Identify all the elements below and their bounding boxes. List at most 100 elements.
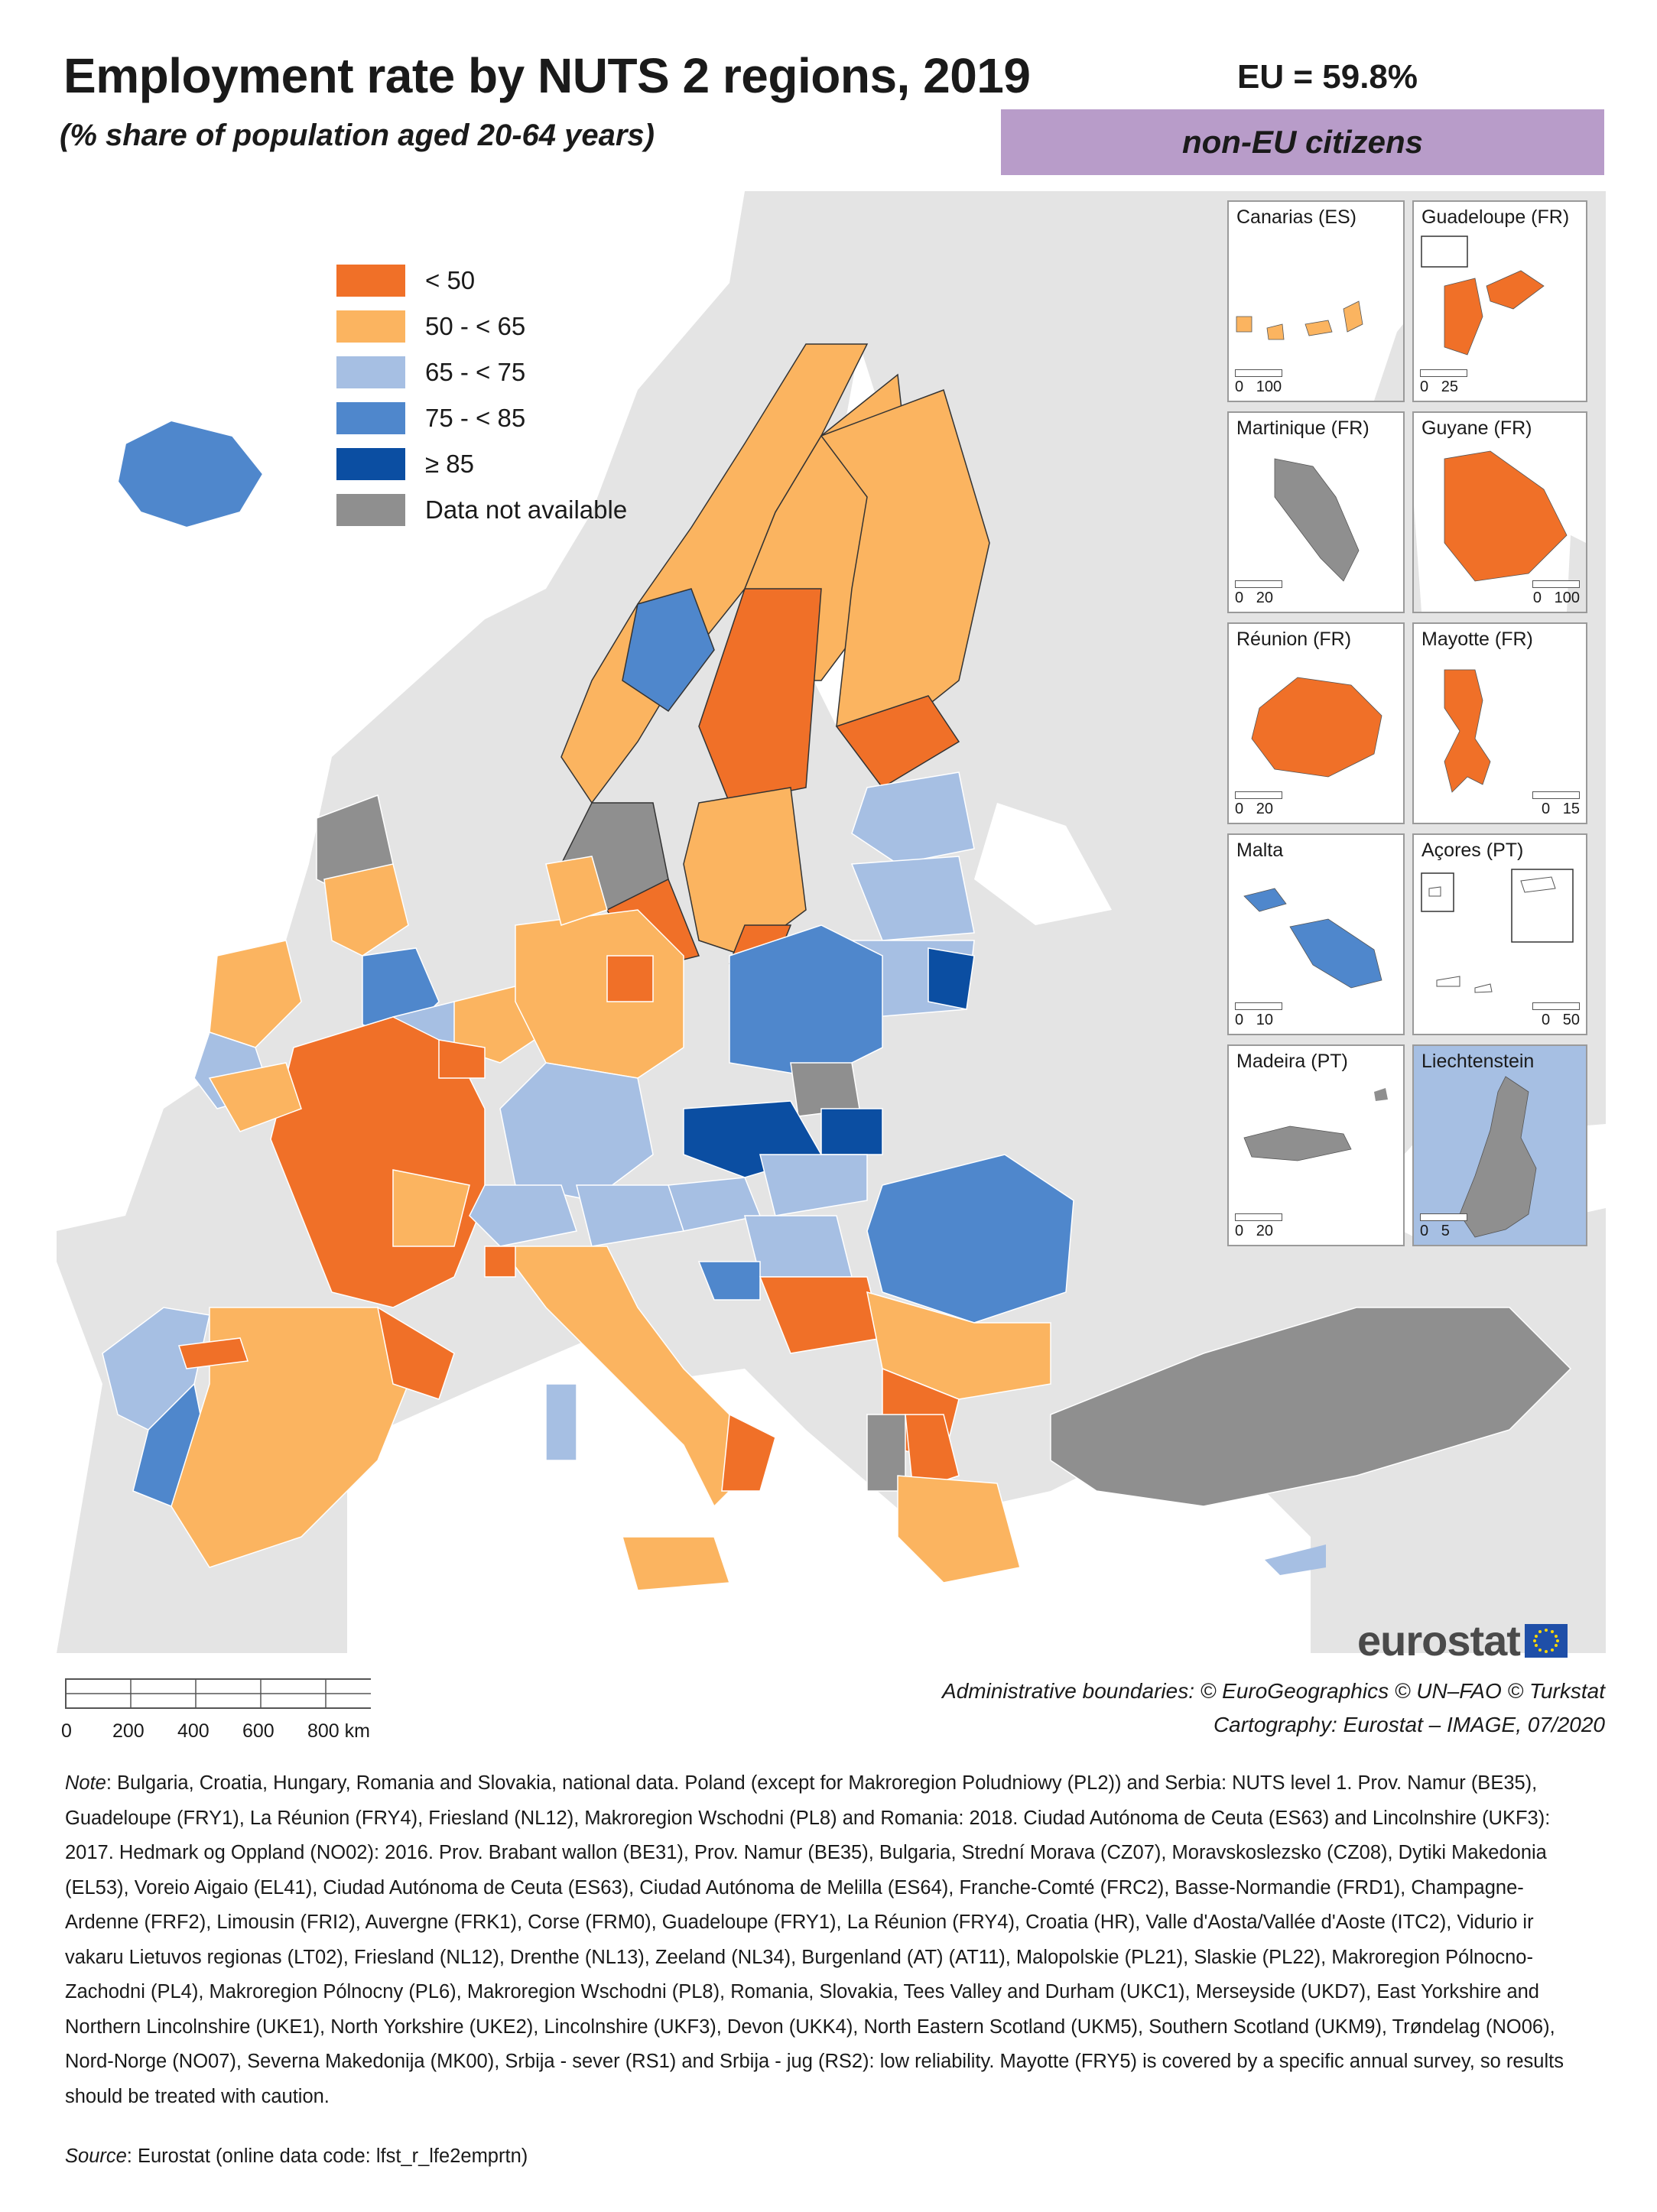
scale-zero: 0 [1235,378,1244,395]
azores-shape [1421,869,1574,993]
region-switzerland [469,1184,684,1247]
scale-max: 50 [1562,1012,1580,1028]
legend-swatch [336,494,405,526]
map-subtitle: (% share of population aged 20-64 years) [60,119,655,152]
legend-item: < 50 [336,258,627,304]
inset-azores: Açores (PT) 0 50 [1412,833,1587,1035]
region-iberia [102,1306,455,1568]
scale-max: 15 [1562,801,1580,817]
region-cyprus [1265,1545,1326,1575]
legend-label: ≥ 85 [425,450,474,478]
legend-label: 65 - < 75 [425,358,526,386]
inset-label: Canarias (ES) [1236,206,1356,228]
scale-tick-label: 200 [112,1720,145,1742]
logo-text: eurostat [1357,1616,1521,1665]
note-label: Note [65,1772,106,1794]
inset-martinique: Martinique (FR) 0 20 [1227,411,1405,613]
population-group-badge: non-EU citizens [1001,109,1604,175]
guadeloupe-shape [1421,235,1545,356]
scale-max: 25 [1441,378,1459,395]
madeira-shape [1243,1088,1388,1161]
source-label: Source [65,2145,127,2167]
region-iceland [116,419,265,529]
region-finland [820,389,990,788]
legend: < 50 50 - < 65 65 - < 75 75 - < 85 ≥ 85 Data … [336,258,627,533]
martinique-shape [1274,458,1360,582]
inset-madeira: Madeira (PT) 0 20 [1227,1044,1405,1246]
inset-label: Madeira (PT) [1236,1051,1348,1072]
scale-tick-label: 0 [61,1720,72,1742]
inset-guadeloupe: Guadeloupe (FR) 0 25 [1412,200,1587,402]
inset-label: Martinique (FR) [1236,417,1369,439]
legend-swatch [336,310,405,343]
region-france [208,1016,486,1308]
scale-max: 20 [1256,801,1274,817]
region-poland [729,924,883,1155]
scale-zero: 0 [1235,590,1244,606]
scale-max: 20 [1256,590,1274,606]
region-turkey [1050,1307,1572,1507]
scale-max: 100 [1554,590,1580,606]
eu-average: EU = 59.8% [1237,58,1418,96]
scale-labels: 0 200 400 600 800 km [54,1720,398,1745]
scale-zero: 0 [1420,378,1429,395]
eurostat-logo: eurostat [1357,1616,1568,1665]
legend-label: 75 - < 85 [425,404,526,432]
inset-canarias: Canarias (ES) 0 100 [1227,200,1405,402]
scale-tick-label: 400 [177,1720,210,1742]
scale-zero: 0 [1541,801,1551,817]
region-germany [499,909,684,1201]
inset-label: Mayotte (FR) [1421,629,1533,650]
note-text: : Bulgaria, Croatia, Hungary, Romania an… [65,1772,1564,2107]
map-title: Employment rate by NUTS 2 regions, 2019 [63,48,1031,103]
boundaries-credit: Administrative boundaries: © EuroGeograp… [942,1679,1605,1703]
legend-label: 50 - < 65 [425,312,526,340]
scale-zero: 0 [1541,1012,1551,1028]
scale-max: 5 [1441,1223,1450,1239]
legend-item: Data not available [336,487,627,533]
inset-mayotte: Mayotte (FR) 0 15 [1412,622,1587,824]
eu-flag-icon [1524,1623,1568,1658]
region-central [667,1154,868,1301]
guyane-shape [1414,450,1586,612]
mayotte-shape [1444,669,1491,793]
legend-swatch [336,265,405,297]
inset-label: Liechtenstein [1421,1051,1535,1072]
legend-swatch [336,356,405,388]
inset-liechtenstein: Liechtenstein 0 5 [1412,1044,1587,1246]
malta-shape [1243,888,1382,989]
scale-max: 10 [1256,1012,1274,1028]
legend-item: 50 - < 65 [336,304,627,349]
reunion-shape [1251,677,1382,778]
legend-item: 65 - < 75 [336,349,627,395]
scale-max: 20 [1256,1223,1274,1239]
scale-zero: 0 [1235,801,1244,817]
legend-label: Data not available [425,495,628,524]
scale-zero: 0 [1235,1012,1244,1028]
legend-swatch [336,448,405,480]
liechtenstein-shape [1459,1076,1537,1238]
inset-label: Guadeloupe (FR) [1421,206,1570,228]
attribution: Administrative boundaries: © EuroGeograp… [942,1674,1605,1742]
legend-item: 75 - < 85 [336,395,627,441]
source-text: : Eurostat (online data code: lfst_r_lfe… [126,2145,528,2167]
source: Source: Eurostat (online data code: lfst… [65,2145,528,2168]
scale-max: 100 [1256,378,1282,395]
region-balkans [759,1276,1051,1583]
canarias-shape [1236,300,1403,401]
scale-zero: 0 [1420,1223,1429,1239]
inset-guyane: Guyane (FR) 0 100 [1412,411,1587,613]
inset-reunion: Réunion (FR) 0 20 [1227,622,1405,824]
scale-bar [65,1678,371,1709]
region-denmark [545,856,608,926]
region-italy [484,1246,776,1591]
inset-malta: Malta 0 10 [1227,833,1405,1035]
scale-tick-label: 800 km [307,1720,370,1742]
note: Note: Bulgaria, Croatia, Hungary, Romani… [65,1766,1594,2114]
legend-swatch [336,402,405,434]
inset-label: Malta [1236,840,1284,861]
scale-tick-label: 600 [242,1720,275,1742]
cartography-credit: Cartography: Eurostat – IMAGE, 07/2020 [1213,1713,1605,1736]
legend-item: ≥ 85 [336,441,627,487]
inset-label: Réunion (FR) [1236,629,1352,650]
